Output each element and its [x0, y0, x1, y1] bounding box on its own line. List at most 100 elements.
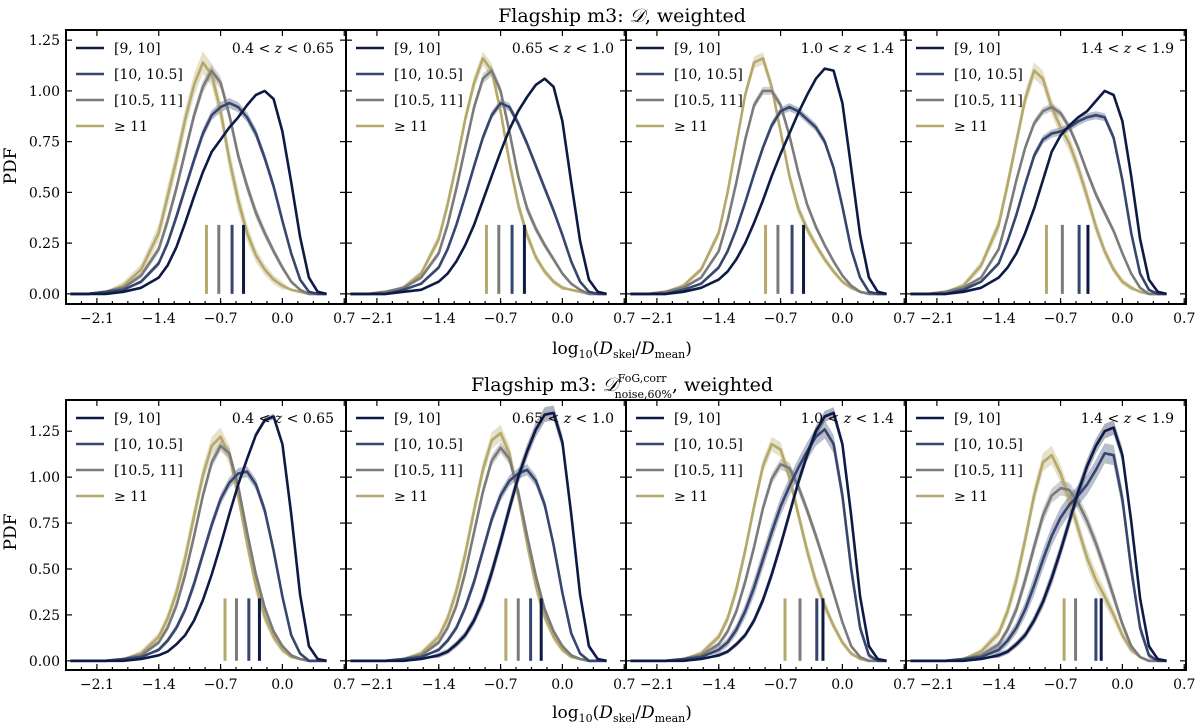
legend-label-2: [10.5, 11]: [114, 463, 183, 479]
series-line-2: [350, 69, 607, 296]
series-line-2: [910, 105, 1167, 296]
redshift-label: 0.4 < z < 0.65: [232, 411, 334, 427]
panel-r1-c0: −2.1 −1.4 −0.7 0.0 0.7 0.00 0.25 0.50 0.75 1.00 1.…: [29, 399, 355, 693]
panel-frame: [625, 399, 907, 671]
series-line-0: [350, 411, 607, 663]
series-line-2: [350, 446, 607, 663]
panel-r0-c3: −2.1 −1.4 −0.7 0.0 0.7 [9, 10] [10, 10.5] [10.5…: [905, 29, 1195, 327]
x-tick-label: −1.4: [982, 677, 1016, 693]
x-tick-label: −2.1: [360, 311, 394, 327]
series-line-2: [630, 89, 887, 296]
x-tick-label: −2.1: [80, 677, 114, 693]
legend-label-1: [10, 10.5]: [394, 67, 463, 83]
y-tick-label: 0.00: [29, 654, 60, 670]
series-line-3: [350, 57, 607, 296]
x-tick-label: 0.7: [1173, 677, 1195, 693]
legend-label-2: [10.5, 11]: [674, 463, 743, 479]
error-band-3: [910, 62, 1167, 294]
panel-r1-c3: −2.1 −1.4 −0.7 0.0 0.7 [9, 10] [10, 10.5] [10.5…: [905, 399, 1195, 693]
x-tick-label: −0.7: [484, 677, 518, 693]
error-band-3: [350, 51, 607, 294]
legend-label-3: ≥ 11: [674, 489, 708, 505]
series-line-0: [630, 411, 887, 663]
legend-label-0: [9, 10]: [114, 41, 161, 57]
panel-frame: [905, 29, 1187, 305]
x-tick-label: 0.7: [333, 677, 355, 693]
y-tick-label: 0.50: [29, 185, 60, 201]
legend-label-1: [10, 10.5]: [394, 437, 463, 453]
x-tick-label: −2.1: [640, 677, 674, 693]
series-line-3: [350, 431, 607, 663]
x-tick-label: −2.1: [360, 677, 394, 693]
x-tick-label: −1.4: [702, 311, 736, 327]
y-tick-label: 0.75: [29, 516, 60, 532]
top-xlabel: log10(Dskel/Dmean): [552, 339, 692, 361]
error-band-2: [350, 65, 607, 294]
x-tick-label: −1.4: [982, 311, 1016, 327]
series-line-0: [910, 89, 1167, 296]
redshift-label: 1.0 < z < 1.4: [801, 41, 894, 57]
y-tick-label: 1.25: [29, 424, 60, 440]
x-tick-label: 0.7: [613, 677, 635, 693]
x-tick-label: 0.0: [551, 677, 573, 693]
legend-label-3: ≥ 11: [954, 489, 988, 505]
x-tick-label: −2.1: [640, 311, 674, 327]
x-tick-label: −2.1: [80, 311, 114, 327]
x-tick-label: −2.1: [920, 677, 954, 693]
error-band-2: [630, 86, 887, 294]
top-ylabel: PDF: [1, 147, 21, 184]
legend-label-3: ≥ 11: [394, 489, 428, 505]
legend-label-2: [10.5, 11]: [674, 93, 743, 109]
x-tick-label: −1.4: [702, 677, 736, 693]
bottom-title: Flagship m3: 𝒟FoG,corr noise,60%, weighte…: [471, 372, 773, 401]
series-line-0: [70, 415, 327, 663]
panel-r1-c1: −2.1 −1.4 −0.7 0.0 0.7 [9, 10] [10, 10.5] [10.5…: [345, 399, 635, 693]
series-line-3: [910, 453, 1167, 663]
error-band-3: [70, 51, 327, 294]
top-title: Flagship m3: 𝒟, weighted: [498, 5, 746, 27]
bottom-xlabel: log10(Dskel/Dmean): [552, 703, 692, 724]
legend-label-0: [9, 10]: [954, 41, 1001, 57]
legend-label-2: [10.5, 11]: [114, 93, 183, 109]
series-line-1: [630, 105, 887, 296]
series-line-2: [910, 486, 1167, 663]
legend-label-3: ≥ 11: [394, 119, 428, 135]
legend-label-0: [9, 10]: [114, 411, 161, 427]
y-tick-label: 1.00: [29, 84, 60, 100]
error-band-2: [70, 440, 327, 661]
series-line-1: [630, 428, 887, 663]
x-tick-label: −0.7: [1044, 311, 1078, 327]
panel-r0-c0: −2.1 −1.4 −0.7 0.0 0.7 0.00 0.25 0.50 0.75 1.00 1.…: [29, 29, 355, 327]
legend-label-0: [9, 10]: [674, 41, 721, 57]
series-line-0: [630, 67, 887, 296]
x-tick-label: −0.7: [764, 677, 798, 693]
x-tick-label: 0.7: [613, 311, 635, 327]
series-line-3: [630, 442, 887, 663]
legend-label-1: [10, 10.5]: [674, 67, 743, 83]
series-line-3: [630, 57, 887, 296]
x-tick-label: −1.4: [422, 677, 456, 693]
legend-label-2: [10.5, 11]: [954, 463, 1023, 479]
x-tick-label: 0.7: [1173, 311, 1195, 327]
y-tick-label: 0.00: [29, 287, 60, 303]
y-tick-label: 0.75: [29, 135, 60, 151]
error-band-1: [350, 99, 607, 294]
legend-label-2: [10.5, 11]: [394, 93, 463, 109]
legend-label-0: [9, 10]: [394, 411, 441, 427]
x-tick-label: −0.7: [1044, 677, 1078, 693]
legend-label-1: [10, 10.5]: [114, 67, 183, 83]
series-line-1: [350, 468, 607, 663]
y-tick-label: 0.50: [29, 562, 60, 578]
bottom-ylabel: PDF: [1, 513, 21, 550]
legend-label-3: ≥ 11: [114, 119, 148, 135]
redshift-label: 0.65 < z < 1.0: [512, 411, 614, 427]
x-tick-label: 0.0: [831, 677, 853, 693]
redshift-label: 0.65 < z < 1.0: [512, 41, 614, 57]
series-line-0: [70, 89, 327, 296]
series-line-1: [70, 101, 327, 296]
panel-r0-c1: −2.1 −1.4 −0.7 0.0 0.7 [9, 10] [10, 10.5] [10.5…: [345, 29, 635, 327]
x-tick-label: −0.7: [484, 311, 518, 327]
series-line-2: [630, 463, 887, 663]
x-tick-label: −0.7: [204, 311, 238, 327]
redshift-label: 1.4 < z < 1.9: [1081, 411, 1174, 427]
